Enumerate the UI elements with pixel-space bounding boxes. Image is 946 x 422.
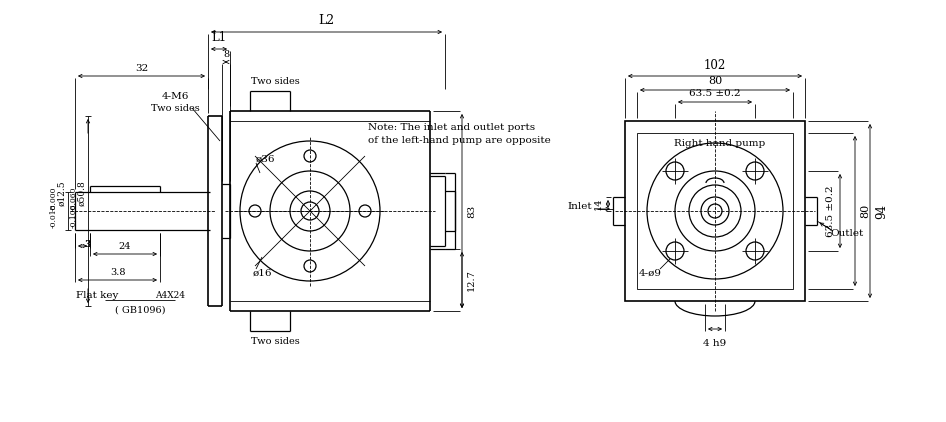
Text: 80: 80 xyxy=(708,76,722,86)
Text: 12.7: 12.7 xyxy=(467,269,476,291)
Text: Outlet: Outlet xyxy=(831,228,864,238)
Text: 14: 14 xyxy=(594,198,603,210)
Text: L2: L2 xyxy=(319,14,335,27)
Text: -0.000: -0.000 xyxy=(50,187,58,211)
Text: Note: The inlet and outlet ports: Note: The inlet and outlet ports xyxy=(368,122,535,132)
Text: 32: 32 xyxy=(135,64,149,73)
Text: 94: 94 xyxy=(875,203,888,219)
Text: Two sides: Two sides xyxy=(251,336,299,346)
Text: 80: 80 xyxy=(860,204,870,218)
Text: 3: 3 xyxy=(84,240,90,249)
Bar xyxy=(637,133,793,289)
Text: 4-M6: 4-M6 xyxy=(162,92,188,100)
Text: Two sides: Two sides xyxy=(251,76,299,86)
Text: ø50.8: ø50.8 xyxy=(78,180,86,206)
Text: 8: 8 xyxy=(223,50,229,59)
Text: Two sides: Two sides xyxy=(150,103,200,113)
Text: Inlet: Inlet xyxy=(568,201,592,211)
Text: ( GB1096): ( GB1096) xyxy=(114,306,166,314)
Text: -0.060: -0.060 xyxy=(70,187,78,211)
Text: of the left-hand pump are opposite: of the left-hand pump are opposite xyxy=(368,135,551,144)
Text: Right hand pump: Right hand pump xyxy=(674,138,765,148)
Bar xyxy=(625,121,805,301)
Text: Flat key: Flat key xyxy=(76,292,118,300)
Text: 63.5 ±0.2: 63.5 ±0.2 xyxy=(826,185,835,237)
Text: 24: 24 xyxy=(119,242,131,251)
Text: -0.106: -0.106 xyxy=(70,204,78,228)
Text: A4X24: A4X24 xyxy=(155,292,185,300)
Text: 3: 3 xyxy=(84,240,90,249)
Text: 4-ø9: 4-ø9 xyxy=(639,268,661,278)
Text: 63.5 ±0.2: 63.5 ±0.2 xyxy=(690,89,741,98)
Text: ø36: ø36 xyxy=(256,154,275,163)
Text: L1: L1 xyxy=(212,31,226,44)
Text: 102: 102 xyxy=(704,59,727,72)
Text: 3.8: 3.8 xyxy=(110,268,125,277)
Text: 4 h9: 4 h9 xyxy=(704,339,727,348)
Text: ø12.5: ø12.5 xyxy=(58,180,66,206)
Text: 83: 83 xyxy=(467,204,476,218)
Text: ø16: ø16 xyxy=(253,268,272,278)
Text: -0.018: -0.018 xyxy=(50,204,58,228)
